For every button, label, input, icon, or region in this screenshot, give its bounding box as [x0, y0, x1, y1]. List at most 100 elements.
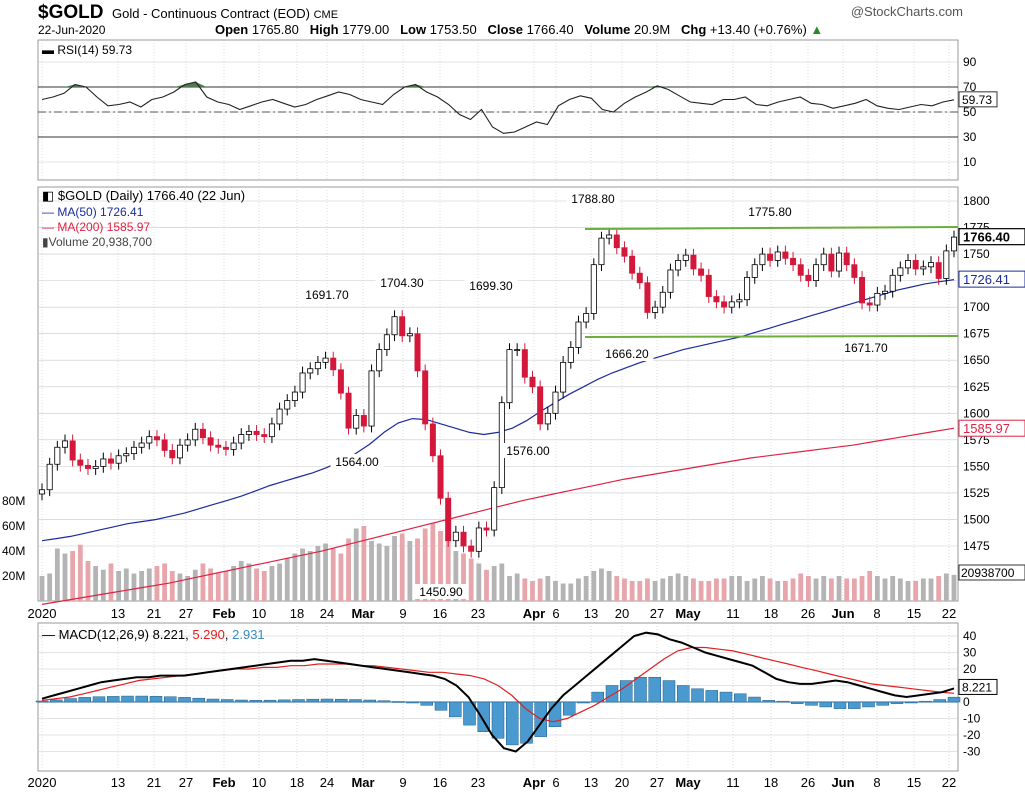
- x-tick-label-bottom: 26: [801, 775, 815, 790]
- volume-bar: [254, 568, 259, 601]
- quote-date: 22-Jun-2020: [38, 23, 106, 37]
- candle-body: [797, 264, 804, 276]
- macd-histogram-bar: [805, 701, 818, 706]
- candle-body: [606, 234, 613, 239]
- price-last-box: [958, 228, 1025, 246]
- volume-bar: [782, 581, 788, 601]
- candle-body: [153, 436, 160, 441]
- volume-bar: [890, 576, 896, 601]
- candle-body: [291, 391, 298, 401]
- price-panel-border: [37, 186, 959, 602]
- price-annotation-bg: [600, 346, 654, 361]
- macd-line: [41, 631, 955, 753]
- volume-bar: [162, 563, 168, 601]
- candle-body: [69, 440, 76, 461]
- volume-bar: [637, 581, 643, 601]
- macd-histogram-bar: [563, 701, 576, 716]
- volume-bar: [131, 573, 137, 601]
- candle-body: [176, 444, 183, 459]
- volume-bar: [146, 568, 152, 601]
- candle-body: [238, 434, 245, 444]
- x-tick-label-bottom: Apr: [523, 775, 545, 790]
- macd-histogram-bar: [420, 701, 433, 706]
- volume-bar: [422, 528, 428, 601]
- volume-bar: [828, 578, 834, 601]
- volume-bar: [353, 528, 359, 601]
- macd-histogram-bar: [648, 677, 661, 703]
- candle-body: [790, 257, 797, 266]
- candle-body: [928, 262, 935, 268]
- symbol-description: Gold - Continuous Contract (EOD) CME: [112, 6, 339, 21]
- x-tick-label-bottom: 27: [650, 775, 664, 790]
- x-tick-label-top: Mar: [351, 606, 374, 621]
- candle-body: [552, 391, 559, 414]
- macd-histogram-bar: [392, 701, 405, 703]
- candle-body: [744, 277, 751, 301]
- volume-bar: [560, 583, 566, 601]
- macd-histogram-bar: [691, 688, 704, 703]
- volume-bar: [292, 553, 298, 601]
- volume-bar: [591, 571, 597, 601]
- volume-bars-icon: ▮: [42, 235, 49, 249]
- volume-bar: [315, 546, 321, 601]
- x-tick-label-bottom: 18: [290, 775, 304, 790]
- candle-body: [368, 370, 375, 427]
- candle-body: [698, 268, 705, 276]
- candle-body: [820, 253, 827, 266]
- price-annotation: 1564.00: [335, 455, 379, 469]
- price-annotation-bg: [330, 454, 384, 469]
- volume-bar: [430, 523, 436, 601]
- price-legend-ma50: — MA(50) 1726.41: [42, 205, 144, 219]
- macd-histogram-bar: [662, 680, 676, 703]
- x-tick-label-bottom: 18: [764, 775, 778, 790]
- candle-body: [199, 428, 206, 439]
- candle-body: [46, 463, 53, 491]
- candle-body: [322, 357, 329, 363]
- rsi-last-box: [958, 91, 998, 108]
- candle-body: [337, 369, 344, 394]
- resistance-trendline: [584, 226, 959, 230]
- volume-bar: [415, 538, 420, 601]
- x-tick-label-top: 26: [801, 606, 815, 621]
- volume-bar: [93, 566, 99, 601]
- price-legend-main: ◧ $GOLD (Daily) 1766.40 (22 Jun): [42, 188, 246, 203]
- volume-bar: [484, 569, 489, 601]
- x-tick-label-top: 20: [615, 606, 629, 621]
- candle-body: [391, 316, 398, 336]
- candle-body: [951, 236, 958, 252]
- macd-histogram-bar: [78, 697, 91, 703]
- volume-bar: [599, 568, 604, 601]
- macd-histogram-bar: [577, 701, 590, 704]
- stockcharts-watermark[interactable]: @StockCharts.com: [850, 4, 963, 19]
- candle-body: [61, 440, 68, 448]
- x-tick-label-top: 16: [433, 606, 447, 621]
- volume-bar: [85, 561, 91, 601]
- volume-bar: [737, 576, 742, 601]
- candle-body: [483, 527, 490, 531]
- macd-tick-label: -20: [963, 728, 981, 742]
- volume-bar: [813, 578, 819, 601]
- volume-bar: [798, 573, 804, 601]
- price-tick-label: 1650: [963, 353, 990, 367]
- volume-bar: [139, 571, 145, 601]
- volume-bar: [660, 578, 666, 601]
- macd-histogram-bar: [335, 698, 348, 703]
- candle-body: [736, 299, 743, 303]
- candle-body: [330, 357, 337, 371]
- candle-body: [659, 291, 666, 308]
- price-tick-label: 1475: [963, 539, 990, 553]
- volume-bar: [392, 536, 397, 601]
- candle-body: [652, 306, 659, 313]
- volume-bar: [445, 541, 451, 601]
- candle-body: [452, 531, 459, 542]
- x-tick-label-bottom: 10: [252, 775, 266, 790]
- macd-histogram-bar: [292, 699, 305, 703]
- volume-bar: [821, 576, 827, 601]
- macd-histogram-bar: [848, 701, 861, 709]
- up-arrow-icon: ▲: [810, 22, 824, 37]
- candle-body: [253, 430, 260, 435]
- price-annotation: 1666.20: [605, 347, 649, 361]
- volume-bar: [836, 576, 842, 601]
- volume-bar: [522, 578, 528, 601]
- x-tick-label-bottom: 21: [147, 775, 161, 790]
